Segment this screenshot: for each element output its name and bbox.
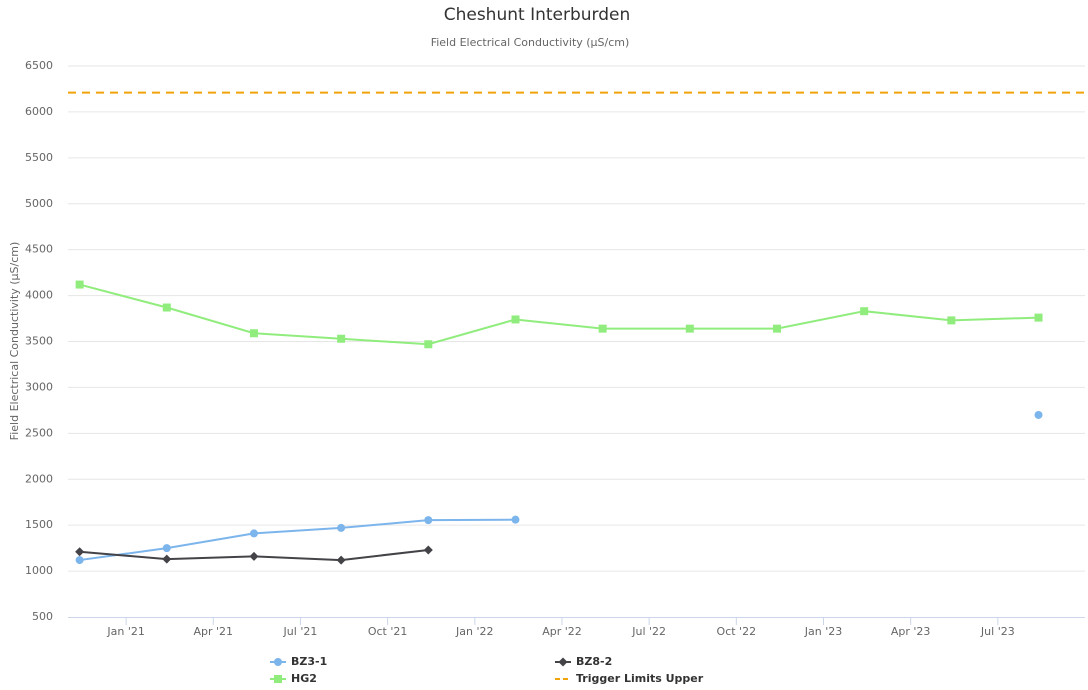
data-point (424, 516, 433, 525)
data-point (249, 551, 259, 561)
chart-subtitle: Field Electrical Conductivity (µS/cm) (431, 36, 630, 49)
y-tick-label: 3500 (25, 335, 53, 348)
data-point (1034, 410, 1043, 419)
legend-label: HG2 (291, 672, 317, 685)
legend-label: Trigger Limits Upper (576, 672, 704, 685)
x-tick-label: Jul '22 (631, 625, 666, 638)
data-point (162, 554, 172, 564)
data-point (423, 545, 433, 555)
chart-title: Cheshunt Interburden (444, 5, 631, 25)
y-tick-label: 5500 (25, 151, 53, 164)
legend-label: BZ8-2 (576, 655, 612, 668)
data-point (424, 340, 433, 349)
data-point (772, 324, 781, 333)
y-tick-label: 500 (32, 610, 53, 623)
y-tick-label: 4000 (25, 289, 53, 302)
x-tick-label: Oct '21 (368, 625, 408, 638)
data-point (511, 315, 520, 324)
y-tick-label: 6500 (25, 59, 53, 72)
data-point (336, 555, 346, 565)
data-point (162, 544, 171, 553)
series-line (79, 283, 1039, 346)
x-tick-label: Jan '23 (804, 625, 842, 638)
data-point (249, 529, 258, 538)
x-tick-label: Oct '22 (717, 625, 757, 638)
x-tick-label: Apr '22 (542, 625, 582, 638)
legend-symbol (274, 675, 282, 683)
data-point (249, 329, 258, 338)
data-point (337, 523, 346, 532)
y-tick-label: 3000 (25, 380, 53, 393)
data-point (947, 316, 956, 325)
x-tick-label: Apr '23 (891, 625, 931, 638)
legend-symbol (274, 658, 282, 666)
data-point (162, 303, 171, 312)
data-point (337, 334, 346, 343)
x-tick-label: Jan '21 (106, 625, 144, 638)
data-point (1034, 313, 1043, 322)
data-point (75, 556, 84, 565)
y-tick-label: 6000 (25, 105, 53, 118)
y-tick-label: 1000 (25, 564, 53, 577)
data-point (75, 280, 84, 289)
x-tick-label: Jul '21 (283, 625, 318, 638)
y-tick-label: 2000 (25, 472, 53, 485)
data-point (511, 515, 520, 524)
x-tick-label: Jul '23 (980, 625, 1015, 638)
data-point (860, 307, 869, 316)
y-tick-label: 5000 (25, 197, 53, 210)
legend-symbol (558, 657, 568, 667)
y-tick-label: 1500 (25, 518, 53, 531)
legend-label: BZ3-1 (291, 655, 327, 668)
y-tick-label: 2500 (25, 426, 53, 439)
series-line (80, 415, 1039, 560)
x-tick-label: Apr '21 (194, 625, 234, 638)
data-point (685, 324, 694, 333)
y-axis-label: Field Electrical Conductivity (µS/cm) (8, 242, 21, 441)
x-tick-label: Jan '22 (455, 625, 493, 638)
data-point (75, 547, 85, 557)
data-point (598, 324, 607, 333)
y-tick-label: 4500 (25, 243, 53, 256)
